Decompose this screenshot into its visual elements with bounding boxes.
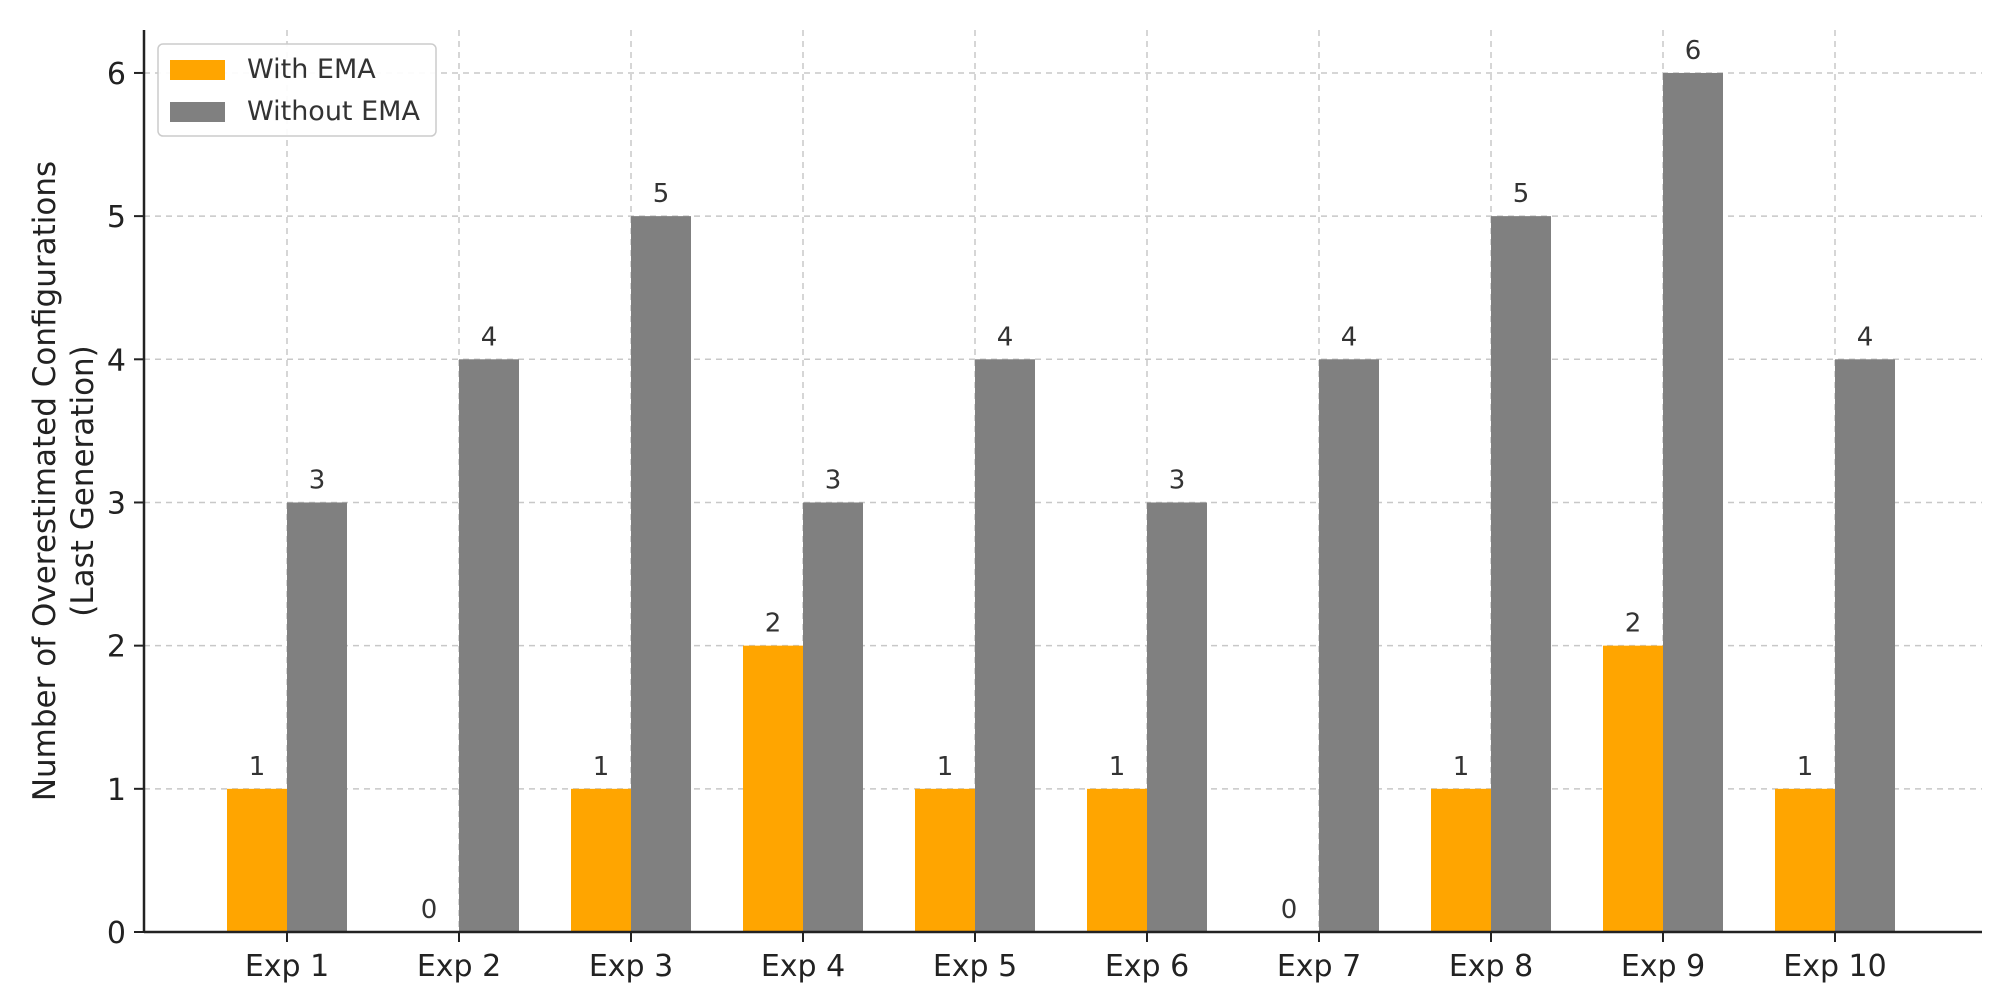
legend-swatch (170, 102, 225, 122)
bar-without-ema (1663, 72, 1723, 932)
x-tick-label: Exp 10 (1783, 949, 1886, 984)
data-label: 2 (765, 609, 782, 639)
legend-swatch (170, 60, 225, 80)
axes (134, 30, 1982, 942)
bar-without-ema (1319, 359, 1379, 932)
data-label: 1 (593, 752, 610, 782)
data-label: 3 (825, 465, 842, 495)
bar-without-ema (1147, 502, 1207, 932)
data-label: 4 (1341, 322, 1358, 352)
x-tick-label: Exp 6 (1105, 949, 1189, 984)
bar-with-ema (1603, 645, 1663, 932)
bar-with-ema (227, 788, 287, 932)
x-tick-label: Exp 2 (417, 949, 501, 984)
legend-box (157, 43, 437, 137)
bar-without-ema (1835, 359, 1895, 932)
legend[interactable]: With EMA Without EMA (157, 43, 437, 137)
y-axis-label: Number of Overestimated Configurations(L… (27, 161, 101, 801)
x-tick-label: Exp 5 (933, 949, 1017, 984)
bar-with-ema (1087, 788, 1147, 932)
data-label: 1 (249, 752, 266, 782)
bar-without-ema (975, 359, 1035, 932)
bar-without-ema (287, 502, 347, 932)
bar-with-ema (915, 788, 975, 932)
value-labels: 1 0 1 2 1 1 0 1 2 1 3 4 5 3 4 3 4 5 6 4 (249, 36, 1874, 925)
y-tick-label: 5 (107, 200, 126, 235)
data-label: 4 (481, 322, 498, 352)
data-label: 3 (309, 465, 326, 495)
data-label: 1 (1797, 752, 1814, 782)
data-label: 0 (1281, 895, 1298, 925)
bar-without-ema (631, 216, 691, 933)
data-label: 1 (937, 752, 954, 782)
x-tick-label: Exp 9 (1621, 949, 1705, 984)
data-label: 0 (421, 895, 438, 925)
tick-labels: 0 1 2 3 4 5 6 Exp 1 Exp 2 Exp 3 Exp 4 Exp 5 Exp 6 Exp… (107, 57, 1887, 984)
bar-without-ema (803, 502, 863, 932)
bars (227, 72, 1895, 933)
x-tick-label: Exp 4 (761, 949, 845, 984)
bar-with-ema (743, 645, 803, 932)
x-tick-label: Exp 3 (589, 949, 673, 984)
legend-entry[interactable]: With EMA (247, 54, 376, 85)
y-tick-label: 6 (107, 57, 126, 92)
data-label: 6 (1685, 36, 1702, 66)
x-tick-label: Exp 1 (245, 949, 329, 984)
bar-with-ema (1431, 788, 1491, 932)
data-label: 4 (997, 322, 1014, 352)
bar-without-ema (459, 359, 519, 932)
bar-with-ema (1775, 788, 1835, 932)
legend-entry[interactable]: Without EMA (247, 96, 420, 127)
y-axis-title: Number of Overestimated Configurations(L… (27, 161, 101, 801)
bar-with-ema (571, 788, 631, 932)
data-label: 3 (1169, 465, 1186, 495)
y-tick-label: 3 (107, 486, 126, 521)
y-tick-label: 1 (107, 773, 126, 808)
data-label: 2 (1625, 609, 1642, 639)
data-label: 1 (1453, 752, 1470, 782)
y-tick-label: 0 (107, 916, 126, 951)
data-label: 5 (653, 179, 670, 209)
y-tick-label: 4 (107, 343, 126, 378)
x-tick-label: Exp 7 (1277, 949, 1361, 984)
data-label: 1 (1109, 752, 1126, 782)
bar-without-ema (1491, 216, 1551, 933)
data-label: 4 (1857, 322, 1874, 352)
data-label: 5 (1513, 179, 1530, 209)
y-tick-label: 2 (107, 630, 126, 665)
x-tick-label: Exp 8 (1449, 949, 1533, 984)
